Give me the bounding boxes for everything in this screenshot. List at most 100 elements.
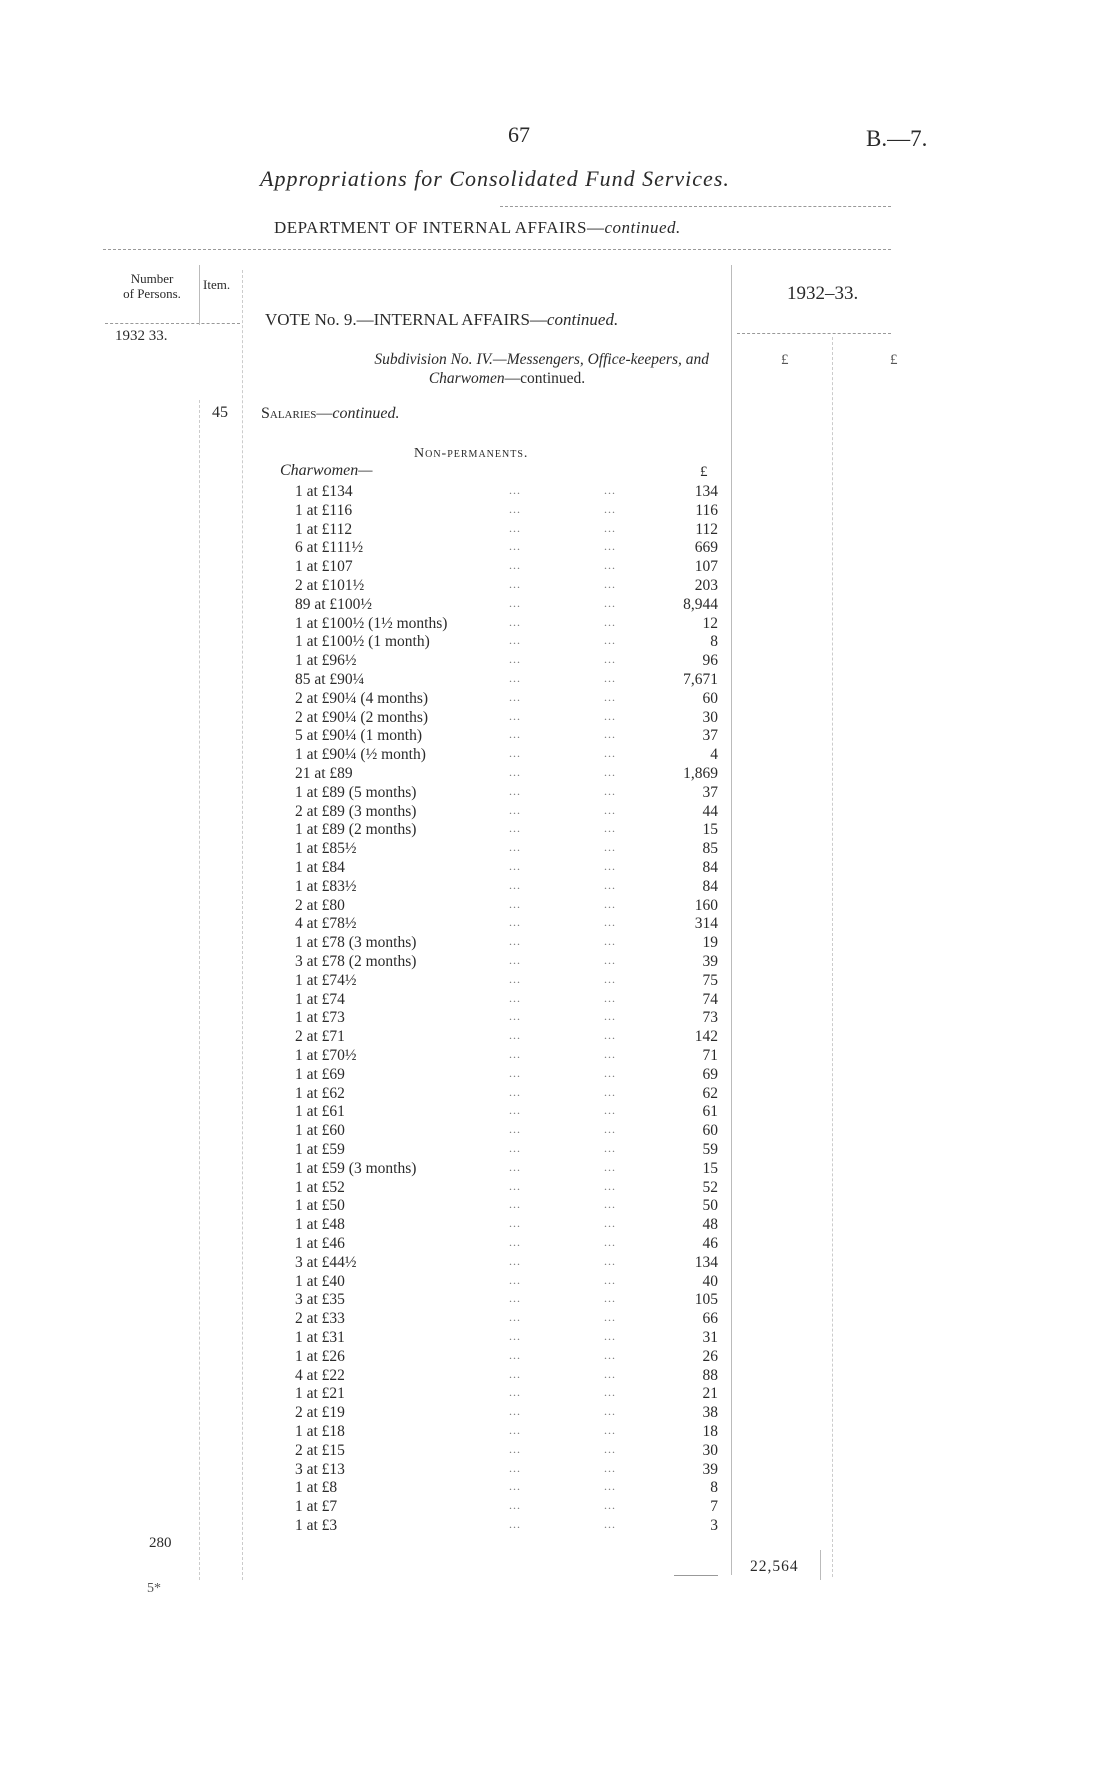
salary-row-amount: 1,869 <box>683 765 718 782</box>
salary-row-amount: 44 <box>702 802 719 820</box>
salary-row-amount: 8 <box>710 633 718 651</box>
salary-row-amount: 48 <box>702 1216 719 1234</box>
salary-row-label: 1 at £8 <box>295 1479 338 1497</box>
persons-total: 280 <box>149 1535 172 1551</box>
salary-row: 6 at £111½...... 669 <box>0 539 1114 558</box>
salary-row-label: 1 at £70½ <box>295 1047 357 1064</box>
salary-row-amount: 8 <box>710 1479 718 1497</box>
salary-row-amount: 7 <box>710 1498 718 1516</box>
footer-mark: 5* <box>147 1581 161 1596</box>
document-reference: B.—7. <box>866 126 928 151</box>
salary-row-amount: 203 <box>694 577 718 594</box>
salary-row-amount: 21 <box>702 1385 719 1403</box>
leader-dots: ... <box>509 896 521 911</box>
leader-dots: ... <box>604 746 616 761</box>
leader-dots: ... <box>604 539 616 554</box>
leader-dots: ... <box>509 821 521 836</box>
salary-row-amount: 74 <box>702 990 719 1008</box>
salary-row: 1 at £70½...... 71 <box>0 1047 1114 1066</box>
section-heading: Non-permanents. <box>414 446 529 461</box>
page-number: 67 <box>508 122 530 147</box>
salary-row-label: 1 at £74½ <box>295 971 357 989</box>
salary-row-label: 1 at £48 <box>295 1216 345 1234</box>
salary-row: 2 at £19...... 38 <box>0 1404 1114 1423</box>
salary-row-label: 1 at £89 (5 months) <box>295 783 417 801</box>
salary-row: 1 at £89 (5 months)...... 37 <box>0 784 1114 803</box>
leader-dots: ... <box>604 821 616 836</box>
salary-row: 2 at £89 (3 months)...... 44 <box>0 803 1114 822</box>
leader-dots: ... <box>604 1084 616 1099</box>
leader-dots: ... <box>509 1009 521 1024</box>
leader-dots: ... <box>604 671 616 685</box>
leader-dots: ... <box>509 765 521 779</box>
salary-row-label: 1 at £73 <box>295 1009 345 1027</box>
column-divider-persons <box>199 265 200 325</box>
leader-dots: ... <box>509 614 521 629</box>
salary-row-label: 1 at £134 <box>295 483 353 500</box>
leader-dots: ... <box>604 1291 616 1306</box>
salary-row-label: 1 at £40 <box>295 1272 345 1290</box>
salary-row-label: 1 at £50 <box>295 1197 345 1215</box>
salary-row-amount: 39 <box>702 953 719 970</box>
salary-row-label: 85 at £90¼ <box>295 671 365 688</box>
salary-row: 1 at £50...... 50 <box>0 1197 1114 1216</box>
salary-row-label: 2 at £33 <box>295 1310 345 1328</box>
salary-row: 85 at £90¼...... 7,671 <box>0 671 1114 690</box>
salary-row-label: 1 at £96½ <box>295 652 357 670</box>
salary-row: 1 at £40...... 40 <box>0 1273 1114 1292</box>
leader-dots: ... <box>509 539 521 554</box>
leader-dots: ... <box>509 1498 521 1513</box>
leader-dots: ... <box>604 1479 616 1494</box>
leader-dots: ... <box>604 1216 616 1231</box>
salary-row-label: 1 at £61 <box>295 1103 345 1121</box>
leader-dots: ... <box>604 1310 616 1325</box>
salary-row-label: 1 at £26 <box>295 1347 345 1365</box>
leader-dots: ... <box>604 1065 616 1080</box>
leader-dots: ... <box>604 1253 616 1268</box>
salary-row-amount: 73 <box>702 1009 719 1027</box>
department-heading: DEPARTMENT OF INTERNAL AFFAIRS—continued… <box>274 218 681 238</box>
leader-dots: ... <box>604 1159 616 1174</box>
column-divider-item <box>242 270 243 1580</box>
salary-row-label: 1 at £85½ <box>295 840 357 858</box>
pound-header-2: £ <box>890 352 898 368</box>
salary-row: 1 at £59 (3 months)...... 15 <box>0 1160 1114 1179</box>
leader-dots: ... <box>509 1197 521 1212</box>
leader-dots: ... <box>604 1347 616 1362</box>
salary-row: 4 at £78½...... 314 <box>0 915 1114 934</box>
header-top-rule <box>103 249 891 250</box>
leader-dots: ... <box>509 1122 521 1137</box>
salary-row: 2 at £80...... 160 <box>0 897 1114 916</box>
salary-row-label: 1 at £83½ <box>295 877 357 895</box>
salary-row-label: 21 at £89 <box>295 765 353 782</box>
salary-row-amount: 19 <box>702 934 719 952</box>
salary-row: 1 at £69...... 69 <box>0 1066 1114 1085</box>
subtotal-rule <box>674 1575 718 1576</box>
salary-row: 1 at £100½ (1 month)...... 8 <box>0 633 1114 652</box>
salary-row: 1 at £8...... 8 <box>0 1479 1114 1498</box>
salary-row-amount: 3 <box>710 1517 718 1534</box>
salary-row: 2 at £71...... 142 <box>0 1028 1114 1047</box>
leader-dots: ... <box>509 1178 521 1193</box>
grand-total: 22,564 <box>750 1558 799 1575</box>
leader-dots: ... <box>509 671 521 685</box>
salary-row: 2 at £90¼ (2 months)...... 30 <box>0 709 1114 728</box>
salary-row-label: 3 at £44½ <box>295 1253 357 1271</box>
salary-row: 1 at £18...... 18 <box>0 1423 1114 1442</box>
salary-row-amount: 69 <box>702 1065 719 1083</box>
salaries-continued: continued. <box>332 405 400 422</box>
subdivision-heading: Subdivision No. IV.—Messengers, Office-k… <box>265 350 709 388</box>
salary-row-label: 1 at £112 <box>295 520 353 538</box>
salary-row-amount: 142 <box>694 1028 718 1046</box>
salary-row: 1 at £7...... 7 <box>0 1498 1114 1517</box>
salary-row-amount: 66 <box>702 1310 719 1328</box>
leader-dots: ... <box>604 1178 616 1193</box>
subdivision-line2-italic: Charwomen <box>428 370 505 387</box>
salary-row: 1 at £3...... 3 <box>0 1517 1114 1536</box>
salary-row: 4 at £22...... 88 <box>0 1367 1114 1386</box>
vote-name: VOTE No. 9.—INTERNAL AFFAIRS— <box>265 310 547 329</box>
column-divider-amounts <box>832 337 833 1577</box>
leader-dots: ... <box>509 1366 521 1381</box>
leader-dots: ... <box>509 915 521 930</box>
salary-row-amount: 96 <box>702 652 719 670</box>
